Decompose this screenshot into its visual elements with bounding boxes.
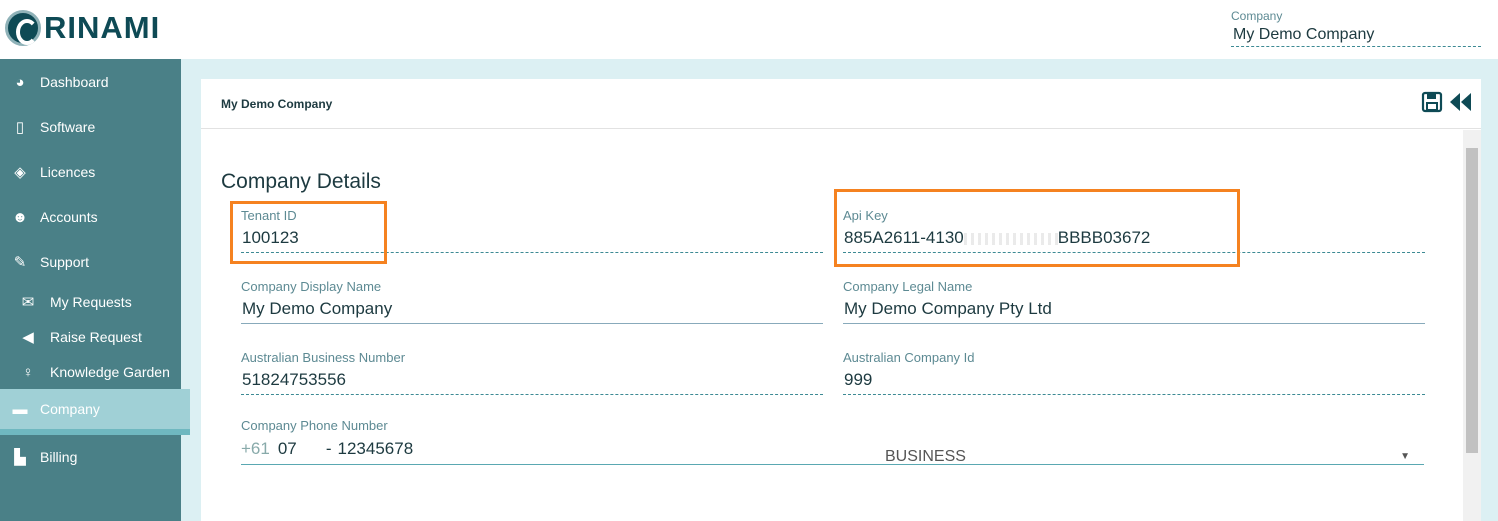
sidebar-item-accounts[interactable]: ☻ Accounts — [0, 202, 98, 232]
company-selector[interactable]: Company My Demo Company — [1231, 9, 1481, 47]
sidebar-item-my-requests[interactable]: ✉ My Requests — [0, 287, 132, 317]
envelope-icon: ✉ — [21, 294, 35, 311]
sidebar: ◕ Dashboard ▯ Software ◈ Licences ☻ Accounts… — [0, 59, 190, 521]
phone-type-select[interactable]: BUSINESS — [885, 448, 966, 465]
company-card: My Demo Company Company Details Tenant I… — [201, 79, 1481, 521]
logo-text: RINAMI — [44, 10, 161, 45]
legal-name-field[interactable]: Company Legal Name My Demo Company Pty L… — [843, 279, 1425, 324]
display-name-input[interactable]: My Demo Company — [241, 294, 823, 324]
api-key-value[interactable]: 885A2611-4130 BBBB03672 — [843, 223, 1425, 253]
sidebar-item-software[interactable]: ▯ Software — [0, 112, 95, 142]
lightbulb-icon: ♀ — [22, 363, 34, 381]
api-key-start: 885A2611-4130 — [844, 228, 964, 247]
sidebar-item-label: Knowledge Garden — [50, 364, 170, 380]
megaphone-icon: ◀ — [22, 329, 34, 346]
legal-name-input[interactable]: My Demo Company Pty Ltd — [843, 294, 1425, 324]
sidebar-item-support[interactable]: ✎ Support — [0, 247, 89, 277]
api-key-field[interactable]: Api Key 885A2611-4130 BBBB03672 — [843, 208, 1425, 253]
acn-field[interactable]: Australian Company Id 999 — [843, 350, 1425, 395]
sidebar-item-label: Support — [40, 254, 90, 270]
country-code: +61 — [241, 439, 270, 458]
tenant-id-value[interactable]: 100123 — [241, 223, 823, 253]
tenant-id-field[interactable]: Tenant ID 100123 — [241, 208, 823, 253]
sidebar-item-label: Licences — [40, 164, 96, 180]
collapse-back-icon[interactable] — [1449, 91, 1473, 113]
sidebar-item-company[interactable]: ▬ Company — [0, 389, 190, 435]
sidebar-item-knowledge-garden[interactable]: ♀ Knowledge Garden — [0, 357, 170, 387]
dropdown-arrow-icon[interactable]: ▼ — [1400, 451, 1410, 462]
wrench-icon: ✎ — [13, 254, 27, 271]
legal-name-label: Company Legal Name — [843, 279, 973, 294]
sidebar-item-raise-request[interactable]: ◀ Raise Request — [0, 322, 142, 352]
area-code-input[interactable]: 07 — [277, 439, 297, 458]
api-key-label: Api Key — [843, 208, 888, 223]
redacted-segment — [963, 232, 1058, 245]
scrollbar-thumb[interactable] — [1466, 148, 1478, 453]
users-icon: ☻ — [12, 208, 28, 226]
dashboard-icon: ◕ — [15, 73, 25, 91]
sidebar-item-label: Dashboard — [40, 74, 109, 90]
card-title: My Demo Company — [201, 79, 1481, 129]
display-name-field[interactable]: Company Display Name My Demo Company — [241, 279, 823, 324]
ticket-icon: ◈ — [14, 164, 26, 181]
company-selector-label: Company — [1231, 9, 1283, 23]
sidebar-item-label: My Requests — [50, 294, 132, 310]
sidebar-item-label: Billing — [40, 449, 78, 465]
sidebar-item-label: Company — [40, 401, 100, 417]
abn-field[interactable]: Australian Business Number 51824753556 — [241, 350, 823, 395]
sidebar-item-billing[interactable]: ▙ Billing — [0, 442, 77, 472]
save-icon[interactable] — [1421, 91, 1443, 113]
file-code-icon: ▯ — [15, 119, 25, 136]
phone-number-input[interactable]: 12345678 — [337, 439, 414, 458]
display-name-label: Company Display Name — [241, 279, 382, 294]
sidebar-item-licences[interactable]: ◈ Licences — [0, 157, 95, 187]
rinami-logo[interactable]: RINAMI — [5, 10, 160, 46]
acn-input[interactable]: 999 — [843, 365, 1425, 395]
vertical-scrollbar[interactable] — [1463, 130, 1481, 521]
logo-mark-icon — [5, 10, 41, 46]
sidebar-item-label: Software — [40, 119, 96, 135]
company-selector-value[interactable]: My Demo Company — [1231, 23, 1481, 47]
tenant-id-label: Tenant ID — [241, 208, 297, 223]
abn-input[interactable]: 51824753556 — [241, 365, 823, 395]
phone-field[interactable]: Company Phone Number +61 07 - 12345678 B… — [241, 418, 1424, 465]
highlight-box-tenant — [230, 201, 387, 264]
sidebar-item-label: Raise Request — [50, 329, 142, 345]
phone-separator: - — [325, 439, 332, 458]
api-key-end: BBBB03672 — [1057, 228, 1151, 247]
phone-label: Company Phone Number — [241, 418, 388, 433]
sidebar-item-label: Accounts — [40, 209, 98, 225]
sidebar-item-dashboard[interactable]: ◕ Dashboard — [0, 67, 109, 97]
section-title: Company Details — [221, 170, 381, 193]
acn-label: Australian Company Id — [843, 350, 975, 365]
briefcase-icon: ▬ — [12, 400, 28, 418]
top-header: RINAMI Company My Demo Company — [0, 0, 1498, 59]
abn-label: Australian Business Number — [241, 350, 406, 365]
highlight-box-api-key — [834, 189, 1240, 267]
bar-chart-icon: ▙ — [14, 449, 26, 466]
